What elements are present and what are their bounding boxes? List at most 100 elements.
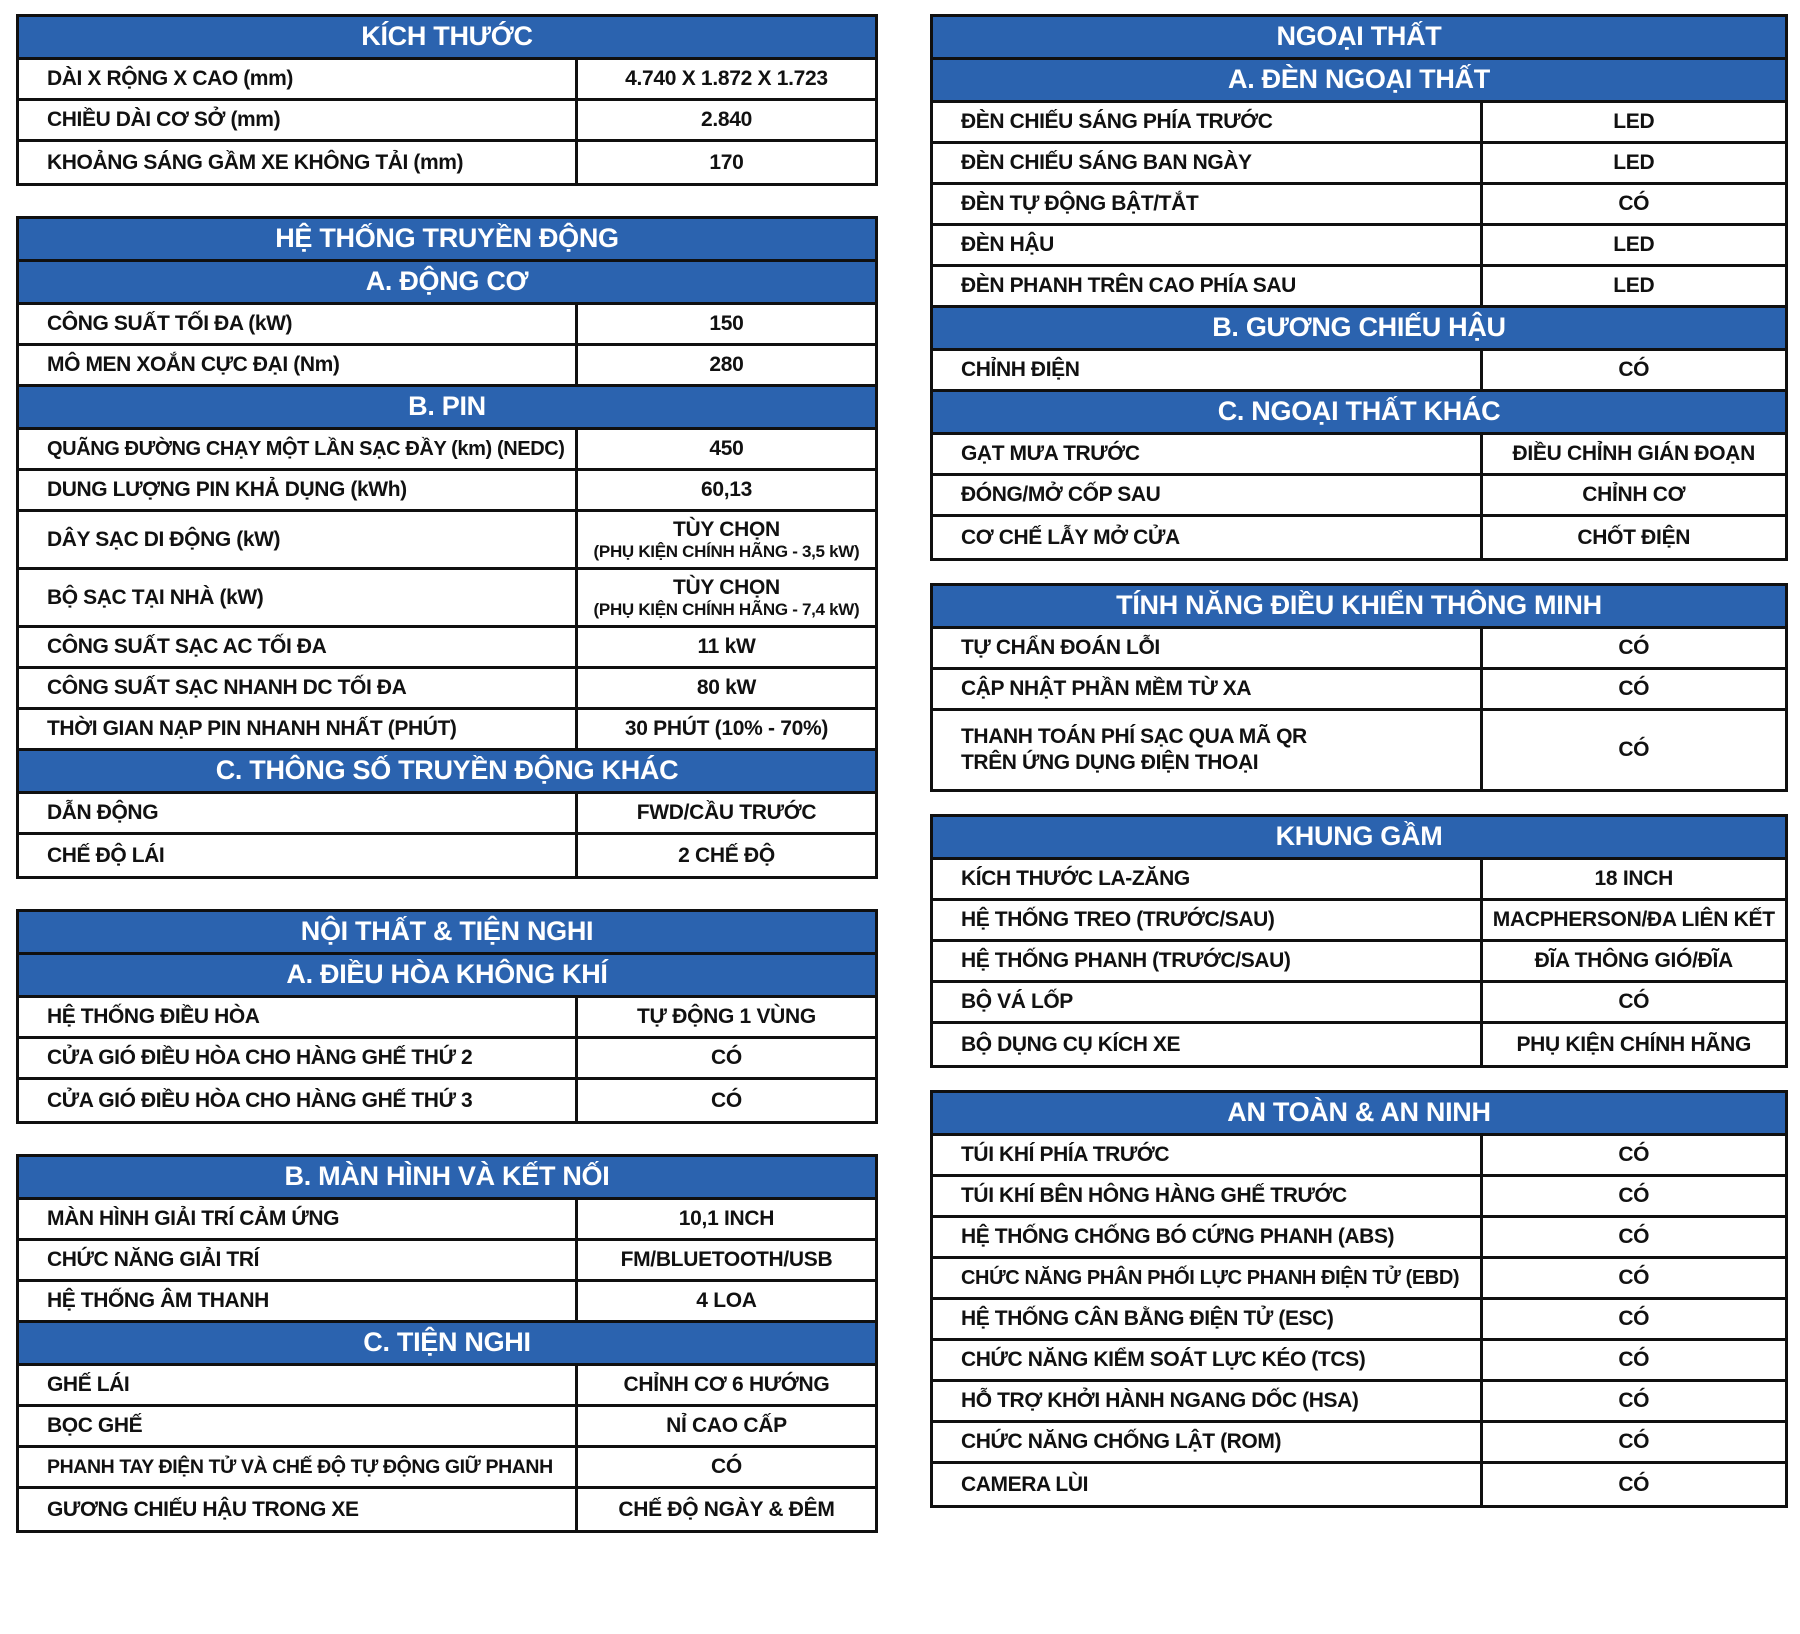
row-value: 2 CHẾ ĐỘ <box>678 843 775 867</box>
table-title: TÍNH NĂNG ĐIỀU KHIỂN THÔNG MINH <box>933 586 1785 629</box>
row-label-cell: GHẾ LÁI <box>19 1366 578 1404</box>
row-label: TỰ CHẨN ĐOÁN LỖI <box>961 636 1160 659</box>
spec-row: MÀN HÌNH GIẢI TRÍ CẢM ỨNG 10,1 INCH <box>19 1200 875 1241</box>
spec-row: HỆ THỐNG PHANH (TRƯỚC/SAU) ĐĨA THÔNG GIÓ/… <box>933 942 1785 983</box>
row-value: CÓ <box>1618 636 1650 659</box>
row-label: ĐÈN CHIẾU SÁNG PHÍA TRƯỚC <box>961 110 1273 133</box>
row-label-cell: CÔNG SUẤT SẠC NHANH DC TỐI ĐA <box>19 669 578 707</box>
spec-row: CHỨC NĂNG GIẢI TRÍ FM/BLUETOOTH/USB <box>19 1241 875 1282</box>
row-value: CÓ <box>1618 1430 1650 1453</box>
row-label: ĐÈN TỰ ĐỘNG BẬT/TẮT <box>961 192 1199 215</box>
row-value: TỰ ĐỘNG 1 VÙNG <box>637 1005 816 1028</box>
row-label-cell: HỆ THỐNG TREO (TRƯỚC/SAU) <box>933 901 1483 939</box>
spec-table-tinh-nang-dieu-khien-thong-minh: TÍNH NĂNG ĐIỀU KHIỂN THÔNG MINH TỰ CHẨN Đ… <box>930 583 1788 792</box>
row-value-cell: CÓ <box>1483 1382 1785 1420</box>
spec-row: CHỨC NĂNG CHỐNG LẬT (ROM) CÓ <box>933 1423 1785 1464</box>
row-label: TÚI KHÍ BÊN HÔNG HÀNG GHẾ TRƯỚC <box>961 1184 1347 1207</box>
spec-row: DUNG LƯỢNG PIN KHẢ DỤNG (kWh) 60,13 <box>19 471 875 512</box>
row-value-cell: PHỤ KIỆN CHÍNH HÃNG <box>1483 1024 1785 1065</box>
section-subheader: C. NGOẠI THẤT KHÁC <box>933 392 1785 435</box>
row-value: 60,13 <box>700 478 752 501</box>
row-label: DÂY SẠC DI ĐỘNG (kW) <box>47 527 281 551</box>
row-value-cell: LED <box>1483 144 1785 182</box>
row-value-cell: LED <box>1483 103 1785 141</box>
spec-row: HỆ THỐNG ÂM THANH 4 LOA <box>19 1282 875 1323</box>
row-value-cell: ĐĨA THÔNG GIÓ/ĐĨA <box>1483 942 1785 980</box>
row-label-cell: BỘ VÁ LỐP <box>933 983 1483 1021</box>
row-value-cell: CHẾ ĐỘ NGÀY & ĐÊM <box>578 1489 875 1530</box>
spec-row: HỆ THỐNG CHỐNG BÓ CỨNG PHANH (ABS) CÓ <box>933 1218 1785 1259</box>
spec-row: CẬP NHẬT PHẦN MỀM TỪ XA CÓ <box>933 670 1785 711</box>
row-label: ĐÈN HẬU <box>961 233 1054 256</box>
row-label-cell: DẪN ĐỘNG <box>19 794 578 832</box>
spec-row: DẪN ĐỘNG FWD/CẦU TRƯỚC <box>19 794 875 835</box>
row-label: DÀI X RỘNG X CAO (mm) <box>47 67 293 90</box>
row-value: FM/BLUETOOTH/USB <box>620 1248 833 1271</box>
row-label: CÔNG SUẤT SẠC NHANH DC TỐI ĐA <box>47 676 407 699</box>
row-label-cell: CÔNG SUẤT TỐI ĐA (kW) <box>19 305 578 343</box>
row-label-cell: HỆ THỐNG ÂM THANH <box>19 1282 578 1320</box>
spec-row: CHIỀU DÀI CƠ SỞ (mm) 2.840 <box>19 101 875 142</box>
row-label: BỘ VÁ LỐP <box>961 990 1073 1013</box>
right-column: NGOẠI THẤT A. ĐÈN NGOẠI THẤT ĐÈN CHIẾU SÁN… <box>930 14 1788 1530</box>
spec-row: HỆ THỐNG ĐIỀU HÒA TỰ ĐỘNG 1 VÙNG <box>19 998 875 1039</box>
row-value-cell: CÓ <box>1483 1259 1785 1297</box>
row-value: CÓ <box>1618 1389 1650 1412</box>
spec-row: HỆ THỐNG CÂN BẰNG ĐIỆN TỬ (ESC) CÓ <box>933 1300 1785 1341</box>
row-value-cell: 2 CHẾ ĐỘ <box>578 835 875 876</box>
row-label: CÔNG SUẤT SẠC AC TỐI ĐA <box>47 635 327 658</box>
row-value-cell: CÓ <box>578 1080 875 1121</box>
row-label-cell: CÔNG SUẤT SẠC AC TỐI ĐA <box>19 628 578 666</box>
row-value-cell: CÓ <box>578 1039 875 1077</box>
spec-row: DÀI X RỘNG X CAO (mm) 4.740 X 1.872 X 1.7… <box>19 60 875 101</box>
row-label: BỘ SẠC TẠI NHÀ (kW) <box>47 585 264 609</box>
row-label-cell: ĐÈN PHANH TRÊN CAO PHÍA SAU <box>933 267 1483 305</box>
row-label-cell: CƠ CHẾ LẪY MỞ CỬA <box>933 517 1483 558</box>
row-value: 450 <box>709 437 744 460</box>
row-value-cell: NỈ CAO CẤP <box>578 1407 875 1445</box>
row-label-cell: CHỨC NĂNG GIẢI TRÍ <box>19 1241 578 1279</box>
row-label: DẪN ĐỘNG <box>47 801 159 824</box>
row-value: 30 PHÚT (10% - 70%) <box>624 717 829 740</box>
row-label: CAMERA LÙI <box>961 1472 1089 1496</box>
spec-row: KHOẢNG SÁNG GẦM XE KHÔNG TẢI (mm) 170 <box>19 142 875 183</box>
row-value: ĐIỀU CHỈNH GIÁN ĐOẠN <box>1512 442 1756 465</box>
row-label-cell: ĐÈN HẬU <box>933 226 1483 264</box>
row-value-note: (PHỤ KIỆN CHÍNH HÃNG - 3,5 kW) <box>593 541 860 561</box>
spec-table-khung-gam: KHUNG GẦM KÍCH THƯỚC LA-ZĂNG 18 INCH HỆ THỐ… <box>930 814 1788 1068</box>
row-value-cell: FM/BLUETOOTH/USB <box>578 1241 875 1279</box>
row-value-cell: 280 <box>578 346 875 384</box>
spec-row: DÂY SẠC DI ĐỘNG (kW) TÙY CHỌN (PHỤ KIỆN CH… <box>19 512 875 570</box>
row-label-cell: ĐÈN TỰ ĐỘNG BẬT/TẮT <box>933 185 1483 223</box>
row-label-cell: DÂY SẠC DI ĐỘNG (kW) <box>19 512 578 567</box>
row-value: CÓ <box>1618 1348 1650 1371</box>
row-label: HỆ THỐNG ÂM THANH <box>47 1289 269 1312</box>
row-value: CÓ <box>1618 738 1650 761</box>
row-value-cell: TÙY CHỌN (PHỤ KIỆN CHÍNH HÃNG - 7,4 kW) <box>578 570 875 625</box>
spec-row: KÍCH THƯỚC LA-ZĂNG 18 INCH <box>933 860 1785 901</box>
section-subheader: B. GƯƠNG CHIẾU HẬU <box>933 308 1785 351</box>
row-label-cell: BỘ DỤNG CỤ KÍCH XE <box>933 1024 1483 1065</box>
row-label-cell: HỆ THỐNG ĐIỀU HÒA <box>19 998 578 1036</box>
row-label: ĐÓNG/MỞ CỐP SAU <box>961 483 1161 506</box>
row-value-cell: CÓ <box>1483 1341 1785 1379</box>
row-label-cell: MÀN HÌNH GIẢI TRÍ CẢM ỨNG <box>19 1200 578 1238</box>
spec-row: CỬA GIÓ ĐIỀU HÒA CHO HÀNG GHẾ THỨ 3 CÓ <box>19 1080 875 1121</box>
spec-row: ĐÈN CHIẾU SÁNG BAN NGÀY LED <box>933 144 1785 185</box>
row-label: CHỨC NĂNG CHỐNG LẬT (ROM) <box>961 1430 1282 1453</box>
row-value: PHỤ KIỆN CHÍNH HÃNG <box>1516 1032 1752 1056</box>
spec-row: ĐÈN HẬU LED <box>933 226 1785 267</box>
spec-row: GẠT MƯA TRƯỚC ĐIỀU CHỈNH GIÁN ĐOẠN <box>933 435 1785 476</box>
row-label: CỬA GIÓ ĐIỀU HÒA CHO HÀNG GHẾ THỨ 3 <box>47 1088 473 1112</box>
row-label-cell: QUÃNG ĐƯỜNG CHẠY MỘT LẦN SẠC ĐẦY (km) (N… <box>19 430 578 468</box>
row-value-cell: 11 kW <box>578 628 875 666</box>
row-label: MÀN HÌNH GIẢI TRÍ CẢM ỨNG <box>47 1207 340 1230</box>
row-label-cell: TÚI KHÍ BÊN HÔNG HÀNG GHẾ TRƯỚC <box>933 1177 1483 1215</box>
row-label-cell: GẠT MƯA TRƯỚC <box>933 435 1483 473</box>
row-value: CÓ <box>711 1046 742 1069</box>
table-title: KHUNG GẦM <box>933 817 1785 860</box>
row-value-cell: CÓ <box>1483 711 1785 789</box>
row-label: CHIỀU DÀI CƠ SỞ (mm) <box>47 108 281 131</box>
row-value: CÓ <box>1618 358 1650 381</box>
row-value: CÓ <box>1618 192 1650 215</box>
